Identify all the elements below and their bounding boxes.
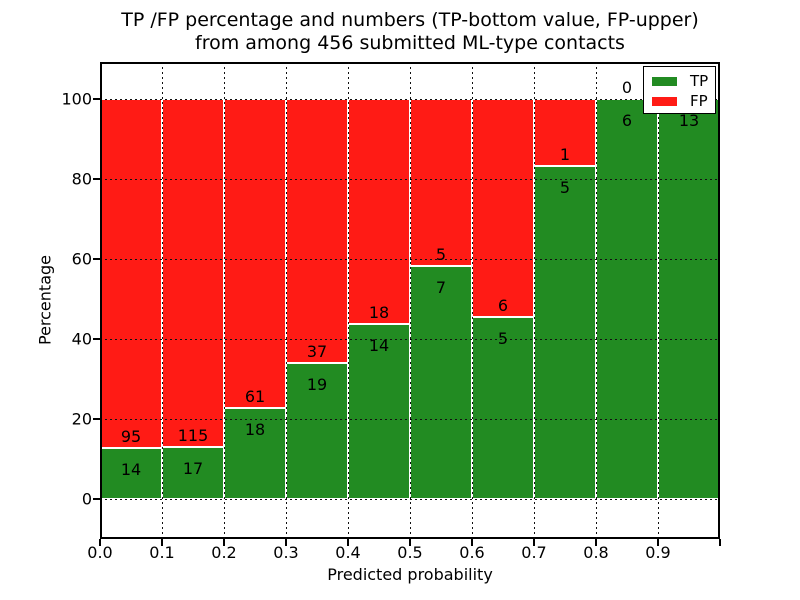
y-tick — [93, 418, 100, 420]
x-tick — [533, 539, 535, 546]
x-tick-label: 0.6 — [459, 543, 485, 562]
tp-count-label: 13 — [678, 111, 700, 130]
x-gridline — [285, 62, 287, 539]
legend-tp-label: TP — [690, 72, 709, 90]
x-gridline — [409, 62, 411, 539]
legend-tp-swatch-icon — [652, 77, 677, 86]
x-tick — [409, 539, 411, 546]
legend: TP FP — [643, 66, 716, 114]
x-tick — [285, 539, 287, 546]
y-tick — [93, 98, 100, 100]
x-gridline — [223, 62, 225, 539]
bar-tp-segment — [162, 447, 224, 499]
x-gridline — [161, 62, 163, 539]
chart-title: TP /FP percentage and numbers (TP-bottom… — [100, 9, 720, 55]
x-tick-label: 0.3 — [273, 543, 299, 562]
legend-item-tp: TP — [652, 72, 709, 90]
x-tick — [223, 539, 225, 546]
tp-count-label: 5 — [497, 329, 509, 349]
tp-count-label: 6 — [621, 111, 633, 130]
y-gridline — [100, 178, 720, 180]
y-gridline — [100, 258, 720, 260]
bar-tp-segment — [472, 317, 534, 499]
tp-count-label: 5 — [559, 177, 571, 197]
legend-fp-label: FP — [690, 92, 708, 110]
bar-tp-segment — [534, 165, 596, 499]
bar-fp-segment — [286, 99, 348, 364]
bar-fp-segment — [224, 99, 286, 408]
fp-count-label: 0 — [621, 78, 633, 97]
x-tick — [347, 539, 349, 546]
tp-count-label: 17 — [182, 459, 204, 479]
x-tick — [471, 539, 473, 546]
bar-tp-segment — [286, 363, 348, 499]
x-tick-label: 0.9 — [645, 543, 671, 562]
bar-tp-segment — [658, 99, 720, 499]
bar-tp-segment — [596, 99, 658, 499]
bar-fp-segment — [410, 99, 472, 266]
y-tick-label: 60 — [71, 249, 92, 269]
x-gridline — [533, 62, 535, 539]
x-axis-label: Predicted probability — [327, 565, 493, 584]
x-gridline — [347, 62, 349, 539]
y-tick — [93, 178, 100, 180]
y-tick — [93, 498, 100, 500]
fp-count-label: 115 — [177, 426, 209, 446]
legend-item-fp: FP — [652, 92, 708, 110]
bar-fp-segment — [472, 99, 534, 318]
fp-count-label: 5 — [435, 244, 447, 264]
y-tick-label: 80 — [71, 169, 92, 189]
x-gridline — [471, 62, 473, 539]
x-gridline — [657, 62, 659, 539]
x-tick-label: 0.4 — [335, 543, 361, 562]
fp-count-label: 37 — [306, 342, 328, 362]
bar-tp-segment — [100, 447, 162, 499]
bar-fp-segment — [348, 99, 410, 324]
chart-title-line1: TP /FP percentage and numbers (TP-bottom… — [121, 9, 699, 31]
y-gridline — [100, 98, 720, 100]
fp-count-label: 6 — [497, 296, 509, 316]
x-tick-label: 0.7 — [521, 543, 547, 562]
x-tick-label: 0.2 — [211, 543, 237, 562]
x-tick — [595, 539, 597, 546]
bar-tp-segment — [348, 324, 410, 499]
y-tick-label: 20 — [71, 409, 92, 429]
tp-count-label: 18 — [244, 419, 266, 439]
fp-count-label: 18 — [368, 303, 390, 322]
plot-area: 95141151761183719181457651506013 TP FP — [100, 62, 720, 539]
x-gridline — [595, 62, 597, 539]
tp-count-label: 19 — [306, 375, 328, 395]
x-tick — [657, 539, 659, 546]
y-tick-label: 0 — [81, 489, 92, 509]
x-tick-label: 0.8 — [583, 543, 609, 562]
x-tick — [99, 539, 101, 546]
x-tick — [719, 539, 721, 546]
tp-count-label: 14 — [120, 459, 142, 479]
y-tick — [93, 338, 100, 340]
x-tick-label: 0.5 — [397, 543, 423, 562]
tp-count-label: 7 — [435, 277, 447, 297]
y-gridline — [100, 498, 720, 500]
x-tick-label: 0.1 — [149, 543, 175, 562]
tp-count-label: 14 — [368, 336, 390, 355]
x-tick — [161, 539, 163, 546]
y-tick-label: 40 — [71, 329, 92, 349]
legend-fp-swatch-icon — [652, 97, 677, 106]
bar-tp-segment — [224, 407, 286, 499]
y-tick — [93, 258, 100, 260]
x-tick-label: 0.0 — [87, 543, 113, 562]
chart-title-line2: from among 456 submitted ML-type contact… — [195, 32, 625, 54]
fp-count-label: 1 — [559, 144, 571, 164]
bar-fp-segment — [100, 99, 162, 448]
y-tick-label: 100 — [61, 89, 92, 109]
fp-count-label: 95 — [120, 426, 142, 446]
y-gridline — [100, 418, 720, 420]
fp-count-label: 61 — [244, 386, 266, 406]
bar-fp-segment — [162, 99, 224, 448]
bar-tp-segment — [410, 265, 472, 499]
y-gridline — [100, 338, 720, 340]
